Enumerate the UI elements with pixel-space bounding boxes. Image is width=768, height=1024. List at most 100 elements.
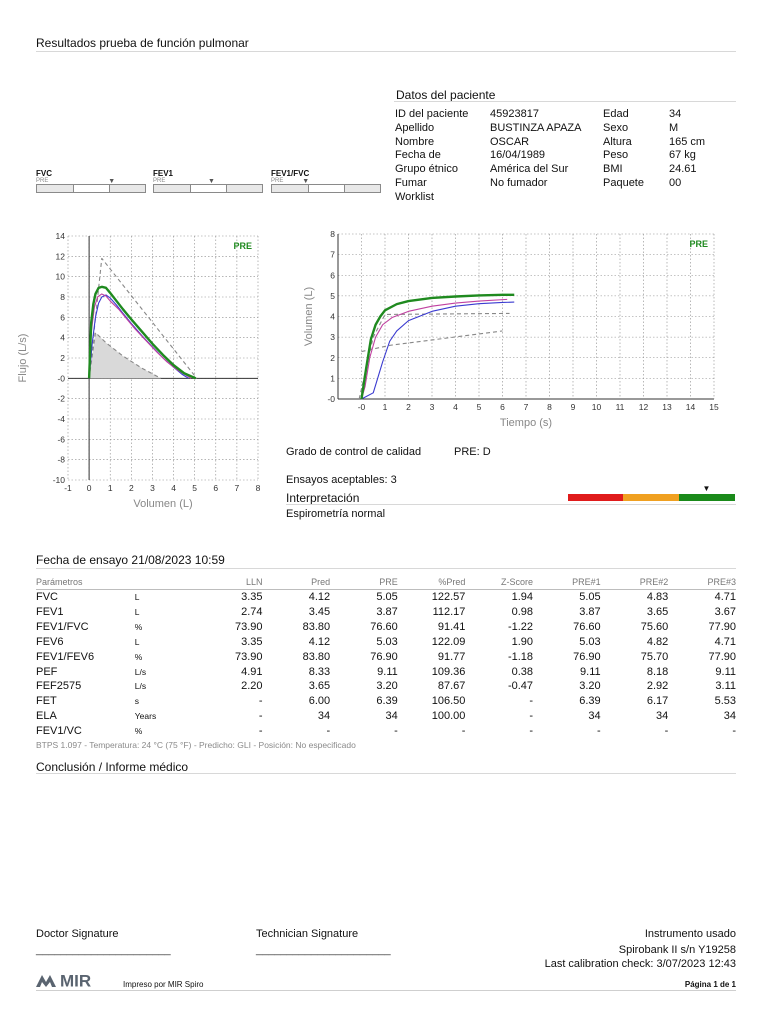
parameter-unit: % bbox=[134, 621, 143, 632]
parameter-value: - bbox=[529, 725, 534, 738]
y-tick-label: -10 bbox=[53, 475, 66, 485]
parameter-name: ELA bbox=[36, 710, 57, 723]
parameter-value: 9.11 bbox=[580, 665, 601, 678]
technician-signature-line: ______________________ bbox=[256, 944, 391, 956]
mir-logo-icon: MIR bbox=[36, 972, 91, 991]
patient-row: ID del paciente 45923817 Edad 34 bbox=[395, 108, 729, 122]
parameter-value: 0.38 bbox=[511, 665, 534, 678]
parameter-unit: L bbox=[134, 636, 140, 647]
patient-key: ID del paciente bbox=[395, 108, 469, 120]
patient-value bbox=[490, 191, 603, 205]
conclusion-divider bbox=[36, 773, 736, 774]
trial-curve bbox=[360, 298, 508, 400]
results-row: FVC L 3.35 4.12 5.05 122.57 1.94 5.05 4.83 4.71 bbox=[36, 590, 736, 605]
technician-signature-label: Technician Signature bbox=[256, 928, 359, 940]
results-row: FEF2575 L/s 2.20 3.65 3.20 87.67 -0.47 3.20 2.92… bbox=[36, 679, 736, 694]
patient-value: 00 bbox=[669, 176, 682, 189]
parameter-name: FVC bbox=[36, 591, 58, 603]
mini-bar-normal-zone bbox=[189, 185, 227, 192]
parameter-value: 4.82 bbox=[646, 635, 669, 648]
parameter-value: - bbox=[529, 710, 534, 723]
parameter-value: 76.90 bbox=[370, 650, 398, 663]
x-tick-label: 2 bbox=[406, 402, 411, 412]
patient-value: 24.61 bbox=[669, 163, 697, 176]
parameter-value: 4.12 bbox=[308, 591, 331, 603]
results-column-header: Pred bbox=[262, 574, 331, 590]
patient-table: ID del paciente 45923817 Edad 34 Apellido BUS… bbox=[395, 108, 729, 205]
mini-bar-sub: PRE bbox=[153, 178, 166, 184]
mini-bar-3: FEV1/FVC PRE ▼ bbox=[271, 169, 381, 193]
y-tick-label: -0 bbox=[57, 373, 65, 383]
trial-curve bbox=[87, 285, 197, 380]
parameter-value: 76.90 bbox=[573, 650, 601, 663]
y-tick-label: 3 bbox=[330, 332, 335, 342]
x-tick-label: 9 bbox=[571, 402, 576, 412]
parameter-value: 6.39 bbox=[376, 695, 398, 708]
parameter-value: 3.65 bbox=[646, 605, 669, 618]
interpretation-divider bbox=[286, 504, 736, 505]
x-tick-label: 0 bbox=[87, 483, 92, 493]
trial-curve bbox=[360, 293, 515, 400]
parameter-value: 8.18 bbox=[646, 665, 669, 678]
y-axis-label: Flujo (L/s) bbox=[17, 334, 29, 383]
x-axis-label: Volumen (L) bbox=[133, 498, 192, 510]
y-tick-label: 8 bbox=[330, 229, 335, 239]
parameter-value: 3.45 bbox=[308, 605, 331, 618]
mini-bar-label: FVC bbox=[36, 169, 52, 178]
results-column-header: PRE bbox=[330, 574, 398, 590]
mini-bar-track: ▼ bbox=[271, 178, 381, 193]
conclusion-heading: Conclusión / Informe médico bbox=[36, 760, 189, 774]
x-tick-label: 4 bbox=[453, 402, 458, 412]
results-row: FET s - 6.00 6.39 106.50 - 6.39 6.17 5.53 bbox=[36, 694, 736, 709]
mini-bar-tick bbox=[307, 185, 309, 192]
pre-tag: PRE bbox=[689, 239, 708, 249]
patient-row: Fecha de 16/04/1989 Peso 67 kg bbox=[395, 149, 729, 163]
y-tick-label: 8 bbox=[60, 292, 65, 302]
patient-key: Altura bbox=[603, 135, 632, 148]
results-column-header: PRE#2 bbox=[600, 574, 669, 590]
parameter-unit: s bbox=[134, 696, 140, 707]
y-tick-label: 5 bbox=[330, 291, 335, 301]
parameter-value: 83.80 bbox=[302, 620, 331, 633]
parameter-value: 3.20 bbox=[579, 680, 601, 693]
parameter-value: 5.05 bbox=[579, 591, 601, 603]
parameter-value: 6.17 bbox=[646, 695, 669, 708]
instrument-heading: Instrumento usado bbox=[644, 928, 736, 940]
results-column-header: Z-Score bbox=[465, 574, 534, 590]
parameter-value: 34 bbox=[317, 710, 331, 723]
x-tick-label: 5 bbox=[477, 402, 482, 412]
x-tick-label: 7 bbox=[524, 402, 529, 412]
scale-segment bbox=[568, 494, 625, 501]
mini-bar-label: FEV1/FVC bbox=[271, 169, 310, 178]
results-row: FEV1/VC% - - - - - - - - bbox=[36, 724, 736, 739]
parameter-value: 2.92 bbox=[646, 680, 669, 693]
quality-label: Grado de control de calidad bbox=[286, 446, 422, 458]
mini-bar-2: FEV1 PRE ▼ bbox=[153, 169, 263, 193]
patient-row: Apellido BUSTINZA APAZA Sexo M bbox=[395, 122, 729, 136]
scale-segment bbox=[678, 494, 735, 501]
volume-time-chart: -0 1 2 3 4 5 6 7 8 9 10 11 12 13 14 1587654321-0Tiempo … bbox=[303, 229, 719, 429]
patient-key: Nombre bbox=[395, 135, 435, 148]
parameter-value: 73.90 bbox=[234, 650, 263, 663]
x-tick-label: 3 bbox=[150, 483, 155, 493]
parameter-value: 3.67 bbox=[714, 605, 736, 618]
x-tick-label: 5 bbox=[192, 483, 197, 493]
x-tick-label: 1 bbox=[383, 402, 388, 412]
quality-value: PRE: D bbox=[454, 446, 491, 458]
patient-value: OSCAR bbox=[490, 135, 530, 148]
patient-row: Grupo étnico América del Sur BMI 24.61 bbox=[395, 163, 729, 177]
x-tick-label: 4 bbox=[171, 483, 176, 493]
parameter-name: FEV1 bbox=[36, 605, 64, 618]
x-tick-label: 7 bbox=[235, 483, 240, 493]
patient-value: 16/04/1989 bbox=[490, 149, 546, 162]
parameter-name: FEV1/FEV6 bbox=[36, 650, 95, 663]
parameter-name: FET bbox=[36, 695, 57, 708]
mini-bar-tick bbox=[109, 185, 111, 192]
y-tick-label: -2 bbox=[57, 394, 65, 404]
parameter-value: 34 bbox=[385, 710, 398, 723]
parameter-name: FEV6 bbox=[36, 635, 64, 648]
patient-value: 45923817 bbox=[490, 108, 539, 120]
parameter-name: FEF2575 bbox=[36, 680, 82, 693]
y-tick-label: 2 bbox=[60, 353, 65, 363]
parameter-value: 122.09 bbox=[431, 635, 466, 648]
